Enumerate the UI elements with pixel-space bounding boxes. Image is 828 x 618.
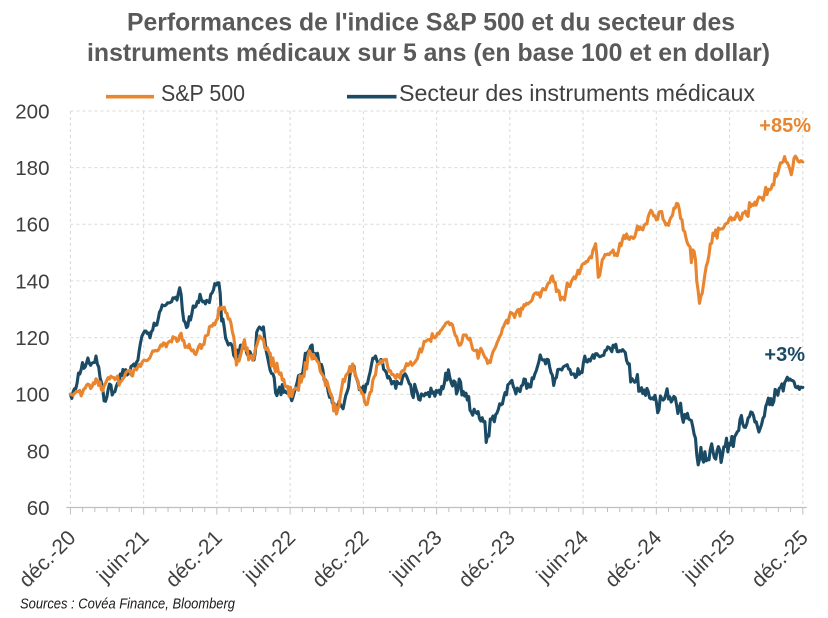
svg-text:+3%: +3% <box>764 344 805 366</box>
svg-text:Secteur des instruments médica: Secteur des instruments médicaux <box>399 80 756 106</box>
svg-text:+85%: +85% <box>759 115 811 137</box>
svg-text:120: 120 <box>15 327 49 350</box>
svg-text:juin-24: juin-24 <box>532 526 594 588</box>
svg-text:juin-22: juin-22 <box>239 526 301 588</box>
svg-text:instruments médicaux sur 5 ans: instruments médicaux sur 5 ans (en base … <box>87 39 770 67</box>
svg-text:déc.-23: déc.-23 <box>454 526 520 592</box>
svg-text:180: 180 <box>15 157 49 180</box>
svg-text:Performances de l'indice S&P 5: Performances de l'indice S&P 500 et du s… <box>127 9 735 37</box>
svg-text:60: 60 <box>27 497 50 520</box>
svg-text:déc.-24: déc.-24 <box>601 526 667 592</box>
svg-text:juin-21: juin-21 <box>92 526 154 588</box>
svg-text:140: 140 <box>15 270 49 293</box>
svg-text:juin-23: juin-23 <box>385 526 447 588</box>
svg-text:200: 200 <box>15 100 49 123</box>
svg-text:déc.-22: déc.-22 <box>308 526 374 592</box>
svg-text:100: 100 <box>15 384 49 407</box>
svg-text:juin-25: juin-25 <box>678 526 740 588</box>
svg-text:déc.-20: déc.-20 <box>15 526 81 592</box>
svg-text:Sources : Covéa Finance, Bloom: Sources : Covéa Finance, Bloomberg <box>20 596 236 613</box>
svg-text:déc.-21: déc.-21 <box>161 526 227 592</box>
svg-text:déc.-25: déc.-25 <box>747 526 813 592</box>
svg-text:80: 80 <box>27 440 50 463</box>
svg-text:S&P 500: S&P 500 <box>161 80 245 106</box>
svg-text:160: 160 <box>15 214 49 237</box>
